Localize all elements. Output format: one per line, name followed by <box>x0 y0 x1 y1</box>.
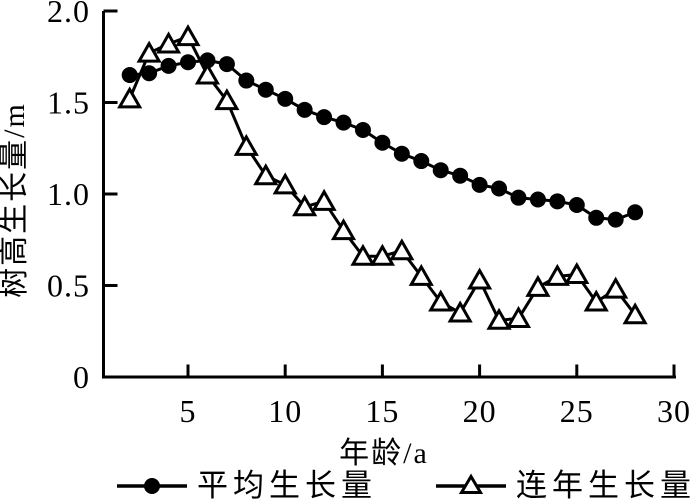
marker-annual-point <box>136 40 162 63</box>
marker-average-point <box>413 153 430 170</box>
marker-average-point <box>510 189 527 206</box>
marker-annual-point <box>330 218 357 241</box>
marker-average-point <box>374 134 391 151</box>
marker-average-point <box>121 67 138 84</box>
average-series-marker-icon <box>117 478 187 494</box>
marker-annual-point <box>233 133 259 156</box>
y-tick-label: 2.0 <box>47 0 90 29</box>
marker-average-point <box>452 167 469 184</box>
marker-annual-point <box>117 86 143 109</box>
y-tick-label: 1.5 <box>47 85 90 121</box>
marker-annual-point <box>155 31 182 54</box>
y-tick-label: 0 <box>73 359 90 395</box>
marker-annual-point <box>564 261 590 285</box>
marker-average-point <box>141 65 158 82</box>
marker-annual-point <box>311 188 337 211</box>
marker-annual-point <box>369 243 395 266</box>
marker-annual-point <box>389 238 415 261</box>
marker-average-point <box>335 114 352 131</box>
marker-annual-point <box>603 276 629 299</box>
marker-average-point <box>432 162 449 179</box>
marker-annual-point <box>467 267 493 290</box>
x-tick-label: 5 <box>180 393 197 429</box>
marker-annual-point <box>505 305 532 328</box>
marker-annual-point <box>292 194 318 217</box>
marker-average-point <box>393 145 410 162</box>
chart-layers: 0 0.5 1.0 1.5 2.0 5 10 15 20 25 30 <box>47 0 691 429</box>
y-tick-label: 1.0 <box>47 176 90 212</box>
marker-average-point <box>549 193 566 210</box>
legend-label-annual: 连年生长量 <box>516 468 696 502</box>
marker-average-point <box>277 90 294 107</box>
marker-annual-point <box>622 302 648 325</box>
x-tick-label: 30 <box>657 393 691 429</box>
y-tick-label: 0.5 <box>47 268 90 304</box>
annual-series-marker-icon <box>436 473 506 494</box>
marker-annual-point <box>447 300 473 323</box>
legend-label-average: 平均生长量 <box>197 468 377 502</box>
marker-annual-point <box>408 263 434 286</box>
y-axis-label: 树高生长量/m <box>0 102 31 298</box>
x-tick-label: 15 <box>365 393 399 429</box>
marker-annual-point <box>253 163 279 186</box>
marker-annual-point <box>583 289 609 312</box>
marker-annual-point <box>214 88 240 111</box>
marker-average-point <box>218 56 235 73</box>
legend-item-average: 平均生长量 <box>116 470 377 502</box>
x-tick-label: 25 <box>560 393 594 429</box>
marker-annual-point <box>194 62 221 85</box>
marker-average-point <box>316 109 333 126</box>
marker-average-point <box>491 180 508 197</box>
marker-average-point <box>160 57 177 74</box>
marker-average-point <box>354 121 371 138</box>
marker-average-point <box>471 176 488 193</box>
marker-annual-point <box>428 289 454 312</box>
x-tick-label: 20 <box>463 393 497 429</box>
marker-average-point <box>180 54 196 71</box>
marker-annual-point <box>486 307 512 330</box>
marker-annual-point <box>544 263 570 286</box>
marker-average-point <box>607 211 624 228</box>
marker-average-point <box>296 101 313 118</box>
marker-average-point <box>529 191 546 208</box>
x-axis-label: 年龄/a <box>339 437 429 470</box>
marker-average-point <box>588 209 605 226</box>
marker-annual-point <box>175 24 201 47</box>
marker-average-point <box>238 72 255 89</box>
marker-annual-point <box>272 172 298 195</box>
marker-average-point <box>568 196 585 213</box>
marker-average-point <box>257 81 274 98</box>
marker-average-point <box>627 204 644 221</box>
x-tick-label: 10 <box>268 393 302 429</box>
legend-item-annual: 连年生长量 <box>435 470 696 502</box>
marker-annual-point <box>525 274 551 297</box>
marker-annual-point <box>350 243 376 266</box>
